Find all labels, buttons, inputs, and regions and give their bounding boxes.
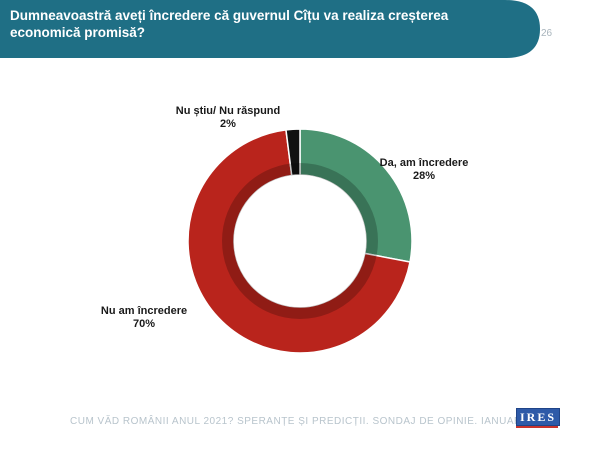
ires-logo: IRES [516, 408, 560, 426]
page-number: 26 [541, 28, 553, 39]
label-nu-stiu-name: Nu știu/ Nu răspund [176, 105, 281, 117]
label-nu-stiu-value: 2% [220, 118, 236, 130]
footer-text: CUM VĂD ROMÂNII ANUL 2021? SPERANȚE ȘI P… [70, 416, 560, 427]
header-banner: Dumneavoastră aveți încredere că guvernu… [0, 0, 540, 58]
label-da-am-incredere-value: 28% [413, 170, 435, 182]
donut-hole [234, 175, 366, 307]
page-title: Dumneavoastră aveți încredere că guvernu… [10, 8, 449, 40]
logo-underline [516, 426, 558, 428]
label-nu-am-incredere-value: 70% [133, 318, 155, 330]
donut-inner-shadow [222, 163, 378, 319]
label-nu-am-incredere-name: Nu am încredere [101, 305, 187, 317]
header-background [0, 0, 540, 58]
label-da-am-incredere-name: Da, am încredere [380, 157, 469, 169]
